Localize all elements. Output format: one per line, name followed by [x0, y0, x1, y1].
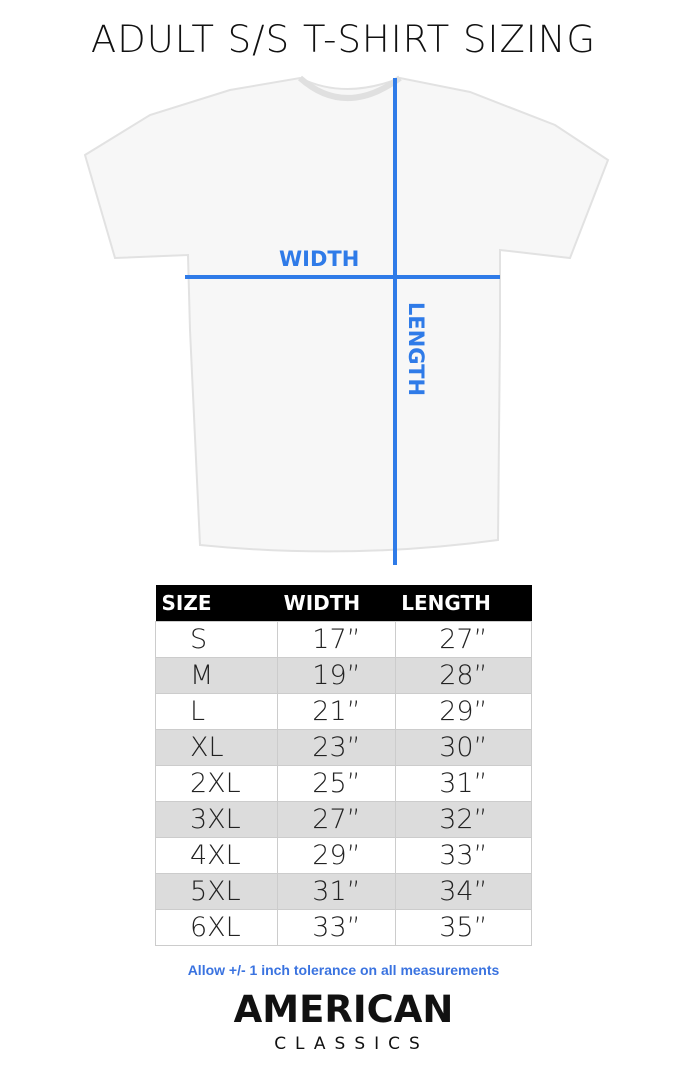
tshirt-shape — [83, 76, 610, 553]
cell-size: 3XL — [154, 801, 279, 838]
size-table: SIZE WIDTH LENGTH S 17” 27” M 19” 28” L 21” 29” X… — [154, 585, 533, 946]
table-row: L 21” 29” — [154, 693, 533, 730]
table-row: 4XL 29” 33” — [154, 837, 533, 874]
header-size: SIZE — [155, 585, 278, 622]
cell-size: 6XL — [154, 909, 279, 946]
cell-width: 33” — [277, 909, 396, 946]
table-row: 6XL 33” 35” — [154, 909, 533, 946]
cell-size: L — [154, 693, 279, 730]
header-length: LENGTH — [395, 585, 532, 622]
cell-size: 2XL — [154, 765, 279, 802]
header-width: WIDTH — [277, 585, 396, 622]
cell-length: 29” — [394, 693, 533, 730]
cell-size: 5XL — [154, 873, 279, 910]
cell-width: 17” — [277, 621, 396, 658]
table-row: XL 23” 30” — [154, 729, 533, 766]
table-row: M 19” 28” — [154, 657, 533, 694]
table-row: 2XL 25” 31” — [154, 765, 533, 802]
cell-length: 31” — [394, 765, 533, 802]
cell-size: XL — [154, 729, 279, 766]
page-title: ADULT S/S T-SHIRT SIZING — [90, 18, 597, 61]
collar — [298, 75, 402, 101]
cell-width: 29” — [277, 837, 396, 874]
tolerance-note: Allow +/- 1 inch tolerance on all measur… — [187, 962, 500, 978]
table-row: 5XL 31” 34” — [154, 873, 533, 910]
cell-width: 19” — [277, 657, 396, 694]
cell-length: 27” — [394, 621, 533, 658]
cell-size: 4XL — [154, 837, 279, 874]
cell-length: 28” — [394, 657, 533, 694]
cell-width: 23” — [277, 729, 396, 766]
cell-length: 33” — [394, 837, 533, 874]
cell-size: M — [154, 657, 279, 694]
logo-classics: CLASSICS — [274, 1034, 429, 1054]
cell-width: 21” — [277, 693, 396, 730]
cell-length: 30” — [394, 729, 533, 766]
logo-american: AMERICAN — [233, 988, 454, 1031]
width-label: WIDTH — [279, 247, 360, 271]
table-row: 3XL 27” 32” — [154, 801, 533, 838]
length-label: LENGTH — [404, 302, 428, 397]
cell-width: 27” — [277, 801, 396, 838]
tshirt-diagram — [83, 75, 610, 565]
cell-width: 31” — [277, 873, 396, 910]
cell-width: 25” — [277, 765, 396, 802]
cell-size: S — [154, 621, 279, 658]
cell-length: 35” — [394, 909, 533, 946]
cell-length: 32” — [394, 801, 533, 838]
table-row: S 17” 27” — [154, 621, 533, 658]
cell-length: 34” — [394, 873, 533, 910]
